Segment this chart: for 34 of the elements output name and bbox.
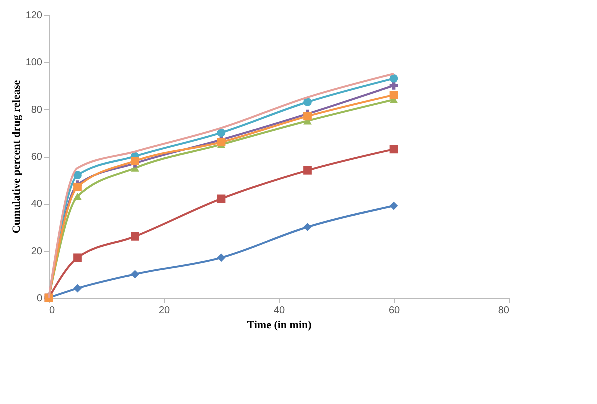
y-tick-label: 0 — [36, 294, 43, 304]
point — [131, 232, 140, 241]
point — [74, 254, 82, 262]
point — [217, 138, 226, 147]
point — [304, 223, 312, 232]
x-tick-label: 0 — [50, 306, 56, 316]
point — [74, 182, 82, 192]
point — [74, 284, 82, 293]
x-tick-label: 20 — [158, 306, 170, 316]
y-tick-label: 100 — [26, 58, 43, 69]
point — [74, 171, 82, 180]
point — [304, 98, 312, 106]
point — [217, 254, 226, 262]
x-tick-label: 80 — [498, 306, 510, 316]
y-tick-label: 120 — [26, 10, 43, 22]
point — [74, 192, 82, 200]
point — [304, 166, 312, 175]
point — [390, 145, 398, 154]
point — [131, 157, 140, 166]
point — [217, 128, 226, 138]
point — [390, 91, 398, 100]
x-tick-label: 60 — [388, 306, 400, 316]
y-tick-label: 60 — [31, 152, 43, 163]
y-axis-title: Cumulative percent drug release — [10, 80, 23, 234]
point — [217, 194, 226, 204]
y-tick-label: 40 — [31, 199, 43, 210]
point — [390, 202, 398, 210]
x-tick-label: 40 — [274, 306, 286, 316]
point — [390, 74, 398, 83]
y-tick-label: 80 — [31, 104, 43, 116]
x-axis-title: Time (in min) — [247, 320, 312, 332]
point — [131, 270, 140, 279]
y-tick-label: 20 — [31, 246, 43, 258]
point — [304, 112, 312, 121]
